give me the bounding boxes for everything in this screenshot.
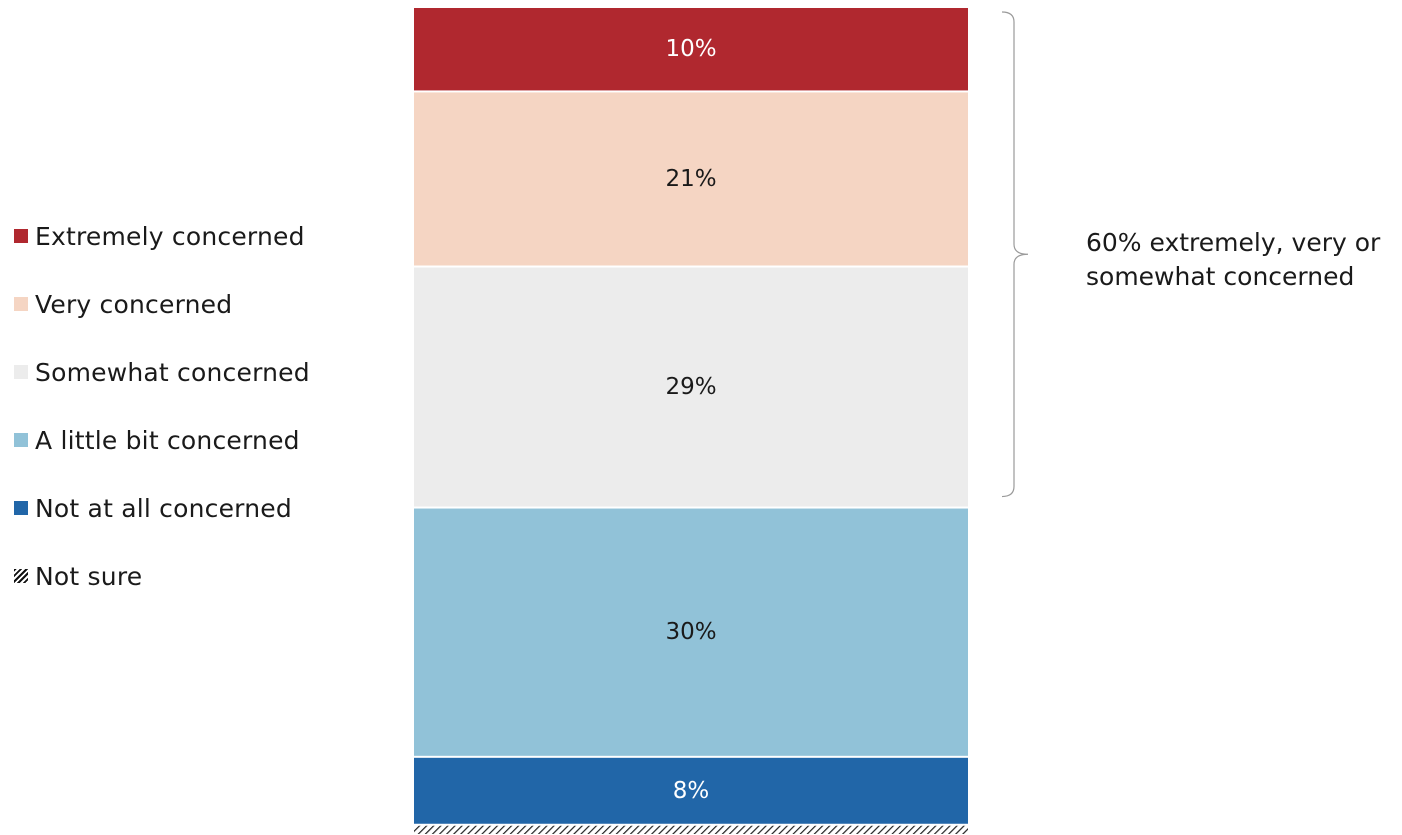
data-label-extremely-concerned: 10% <box>665 36 716 62</box>
bracket-line <box>1001 11 1029 498</box>
legend-item-a-little-bit-concerned: A little bit concerned <box>14 422 374 458</box>
legend-swatch <box>14 569 28 583</box>
legend-item-not-at-all-concerned: Not at all concerned <box>14 490 374 526</box>
legend-label: Somewhat concerned <box>35 357 310 387</box>
legend-label: A little bit concerned <box>35 425 300 455</box>
legend-swatch <box>14 229 28 243</box>
bar-segment-not-at-all-concerned <box>414 757 968 824</box>
legend-label: Not sure <box>35 561 143 591</box>
legend-swatch <box>14 501 28 515</box>
legend-label: Not at all concerned <box>35 493 292 523</box>
legend-swatch <box>14 433 28 447</box>
bracket <box>1001 11 1029 498</box>
legend-item-somewhat-concerned: Somewhat concerned <box>14 354 374 390</box>
legend-swatch <box>14 297 28 311</box>
bar-segments <box>414 8 968 834</box>
legend: Extremely concerned Very concerned Somewha… <box>14 218 374 626</box>
legend-item-not-sure: Not sure <box>14 558 374 594</box>
bracket-annotation: 60% extremely, very or somewhat concerne… <box>1086 228 1381 291</box>
data-label-somewhat-concerned: 29% <box>665 374 716 400</box>
legend-swatch <box>14 365 28 379</box>
bar-segment-a-little-bit-concerned <box>414 508 968 756</box>
data-label-very-concerned: 21% <box>665 166 716 192</box>
data-label-a-little-bit-concerned: 30% <box>665 619 716 645</box>
legend-label: Very concerned <box>35 289 233 319</box>
bar-segment-not-sure <box>414 825 968 834</box>
data-label-not-at-all-concerned: 8% <box>673 778 710 804</box>
bar-segment-somewhat-concerned <box>414 267 968 507</box>
bar-segment-very-concerned <box>414 92 968 266</box>
legend-item-very-concerned: Very concerned <box>14 286 374 322</box>
legend-item-extremely-concerned: Extremely concerned <box>14 218 374 254</box>
legend-label: Extremely concerned <box>35 221 305 251</box>
segment-labels: 10% 21% 29% 30% 8% <box>665 36 716 804</box>
bar-segment-extremely-concerned <box>414 8 968 91</box>
